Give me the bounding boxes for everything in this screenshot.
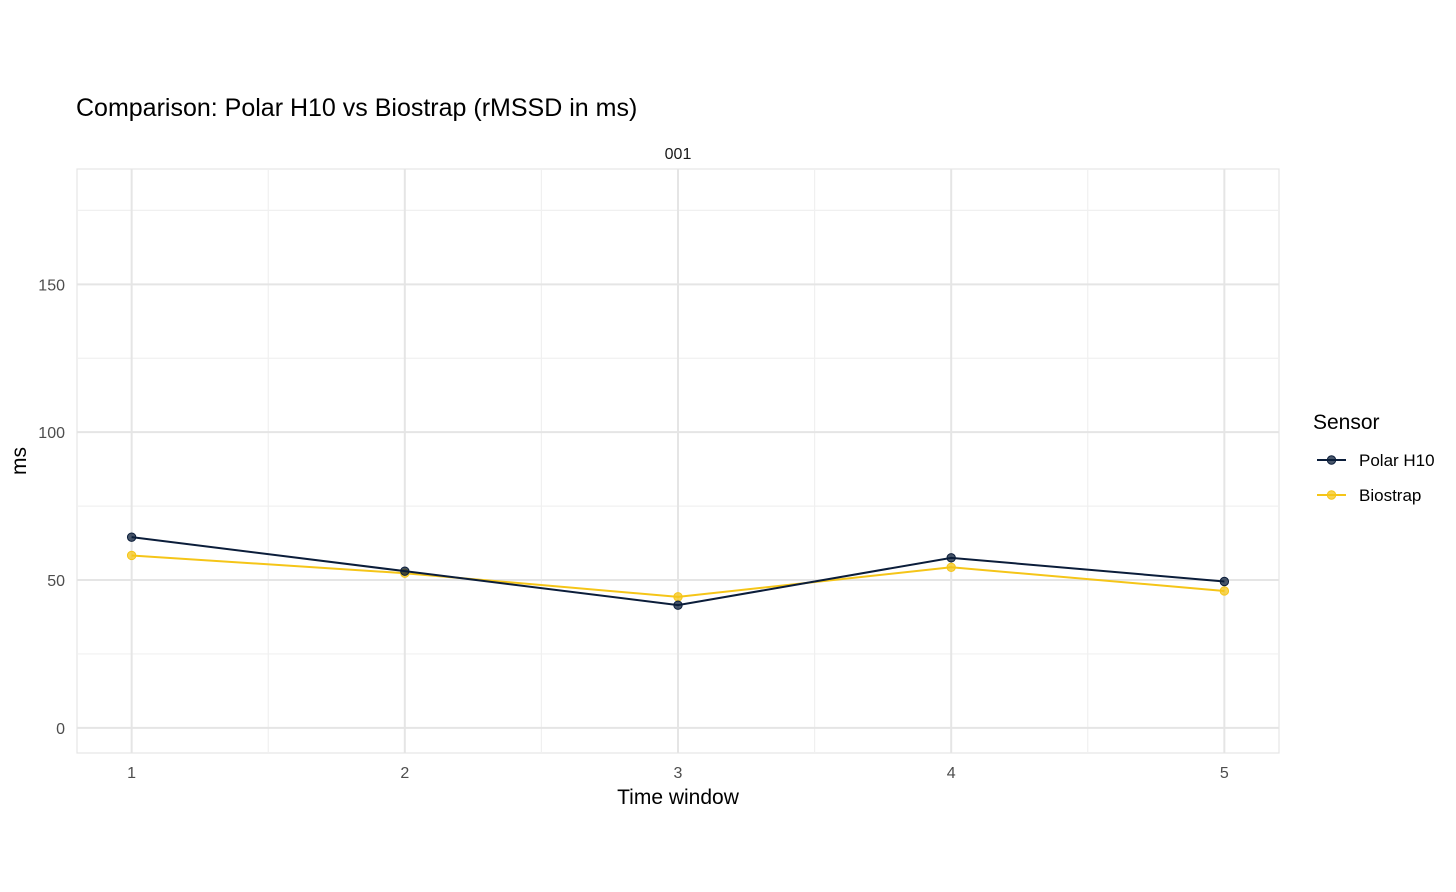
data-point (126, 532, 137, 542)
x-tick-label: 5 (1220, 765, 1229, 782)
tick-labels: 0 50 100 150 1 2 3 4 5 (38, 277, 1229, 782)
x-tick-label: 4 (947, 765, 956, 782)
y-tick-label: 150 (38, 277, 65, 294)
legend: Sensor Polar H10 Biostrap (1313, 411, 1435, 505)
y-tick-label: 0 (56, 721, 65, 738)
y-tick-label: 100 (38, 425, 65, 442)
data-point (673, 600, 683, 610)
x-tick-label: 3 (674, 765, 683, 782)
legend-key-point (1326, 455, 1337, 465)
legend-item: Polar H10 (1317, 451, 1435, 470)
legend-item: Biostrap (1317, 486, 1421, 505)
data-point (946, 562, 956, 573)
legend-label: Polar H10 (1359, 451, 1435, 470)
x-axis-title: Time window (617, 786, 740, 809)
panel-label: 001 (665, 146, 692, 163)
x-tick-label: 2 (400, 765, 409, 782)
data-point (673, 592, 683, 602)
series-polar-h10 (126, 532, 1230, 610)
grid (77, 169, 1279, 753)
data-point (946, 553, 956, 563)
data-point (400, 566, 410, 576)
legend-label: Biostrap (1359, 486, 1421, 505)
y-axis-title: ms (8, 447, 31, 475)
y-tick-label: 50 (47, 573, 65, 590)
legend-key-point (1326, 490, 1337, 500)
chart-title: Comparison: Polar H10 vs Biostrap (rMSSD… (76, 94, 637, 122)
data-point (1219, 576, 1230, 587)
x-tick-label: 1 (127, 765, 136, 782)
data-point (1219, 586, 1230, 596)
series-layer (126, 532, 1230, 610)
data-point (126, 550, 137, 561)
legend-title: Sensor (1313, 411, 1380, 434)
